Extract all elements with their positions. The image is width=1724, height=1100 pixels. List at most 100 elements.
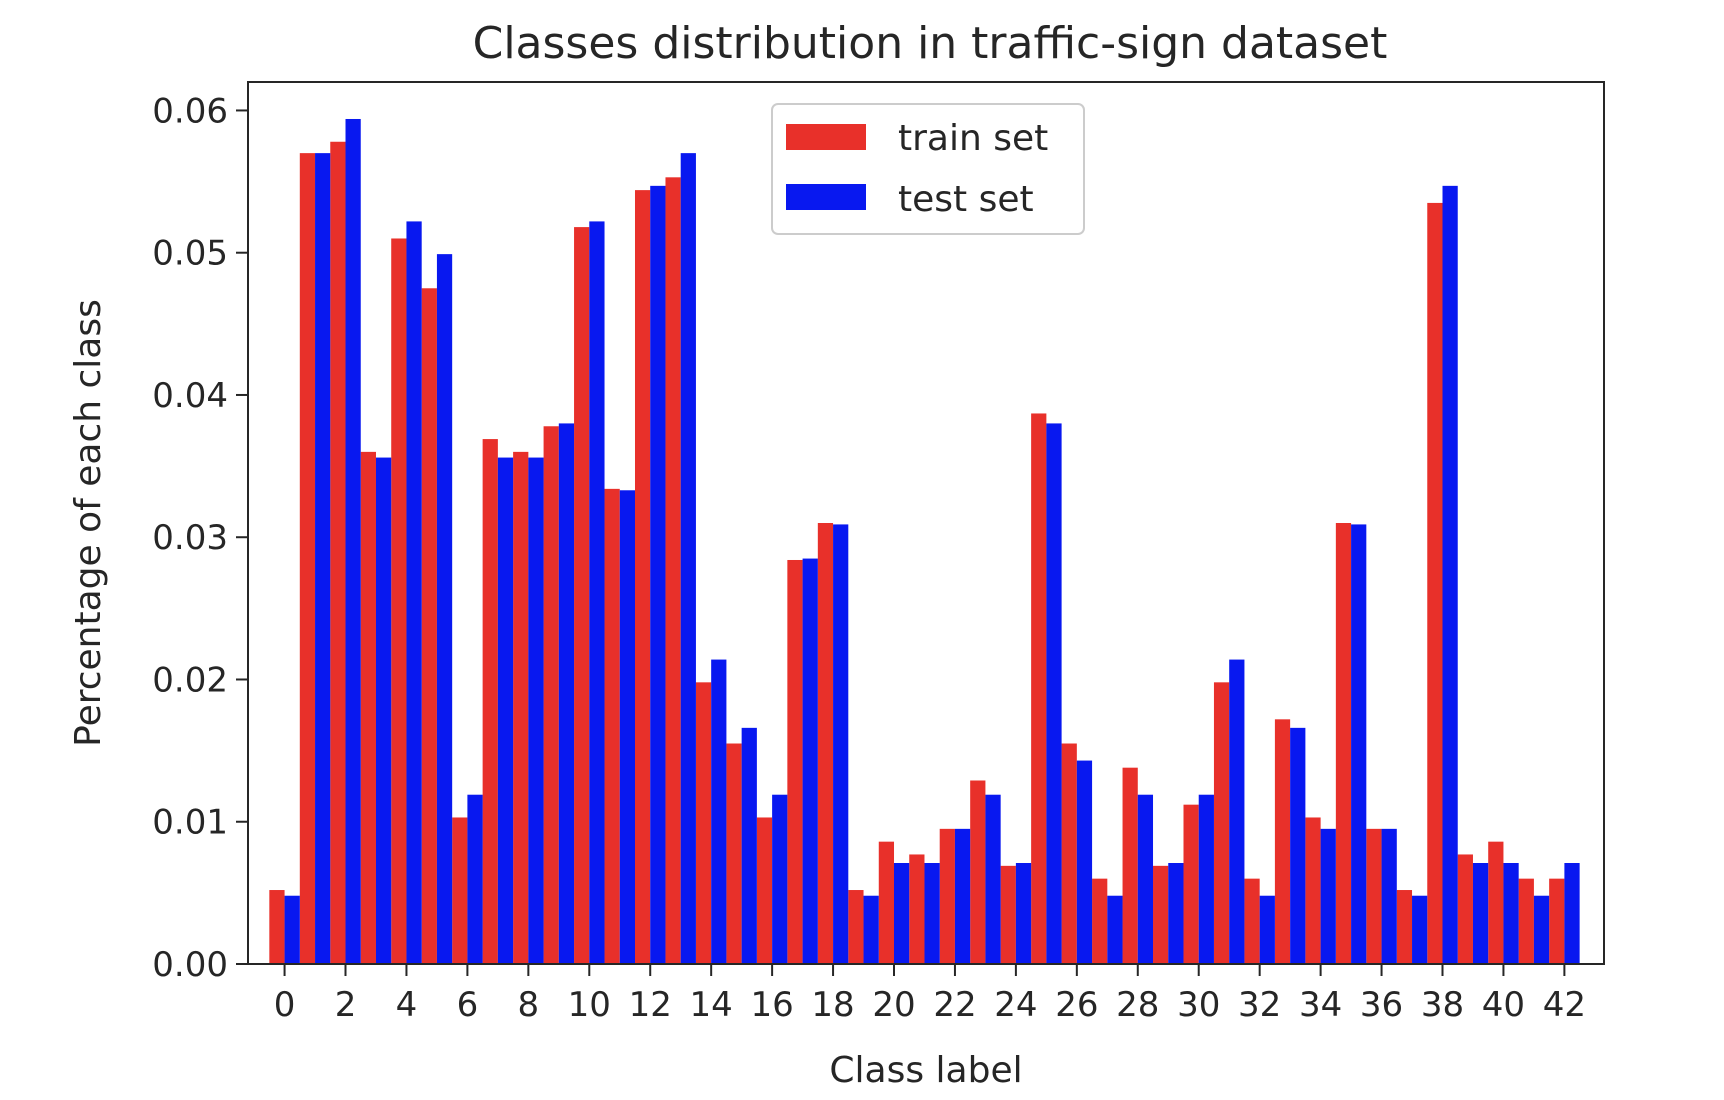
bar-train-set-class-28 <box>1122 767 1138 964</box>
x-tick-label: 22 <box>933 985 976 1025</box>
bar-train-set-class-5 <box>421 288 437 964</box>
bar-test-set-class-12 <box>650 185 666 965</box>
bar-test-set-class-14 <box>711 659 727 964</box>
bar-train-set-class-0 <box>269 890 285 964</box>
bar-test-set-class-41 <box>1533 895 1550 964</box>
x-tick-label: 16 <box>750 985 793 1025</box>
bars-group <box>269 118 1580 965</box>
y-tick-label: 0.05 <box>152 234 228 274</box>
bar-train-set-class-22 <box>939 828 955 964</box>
bar-test-set-class-16 <box>772 794 788 964</box>
plot-frame <box>247 81 1605 965</box>
bar-train-set-class-7 <box>482 439 498 964</box>
legend-swatch-test-set <box>786 184 866 210</box>
y-tick-label: 0.06 <box>152 91 228 131</box>
x-tick-label: 30 <box>1177 985 1220 1025</box>
x-axis: 0 2 4 6 8 10 12 14 16 18 20 22 24 26 28 30 32 34 36 38 40 42 <box>274 964 1586 1025</box>
x-tick-label: 38 <box>1421 985 1464 1025</box>
bar-train-set-class-10 <box>574 227 590 965</box>
bar-train-set-class-4 <box>391 238 407 965</box>
bar-train-set-class-6 <box>452 817 468 964</box>
bar-train-set-class-24 <box>1000 865 1016 964</box>
bar-train-set-class-14 <box>695 682 712 964</box>
y-axis-label: Percentage of each class <box>68 299 109 747</box>
bar-test-set-class-27 <box>1107 895 1123 964</box>
bar-train-set-class-2 <box>330 141 346 964</box>
bar-train-set-class-18 <box>817 523 834 964</box>
bar-train-set-class-25 <box>1031 413 1047 965</box>
bar-test-set-class-23 <box>985 794 1001 964</box>
bar-test-set-class-29 <box>1168 863 1184 964</box>
x-tick-label: 26 <box>1055 985 1098 1025</box>
x-tick-label: 8 <box>518 985 540 1025</box>
x-tick-label: 14 <box>690 985 733 1025</box>
bar-test-set-class-33 <box>1290 727 1306 964</box>
legend-swatch-train-set <box>786 124 866 150</box>
bar-test-set-class-32 <box>1259 895 1275 964</box>
bar-test-set-class-21 <box>924 863 940 964</box>
bar-train-set-class-40 <box>1488 841 1504 964</box>
bar-train-set-class-12 <box>634 190 651 964</box>
bar-test-set-class-5 <box>436 254 453 964</box>
bar-train-set-class-34 <box>1305 817 1321 964</box>
x-tick-label: 4 <box>396 985 418 1025</box>
y-tick-label: 0.02 <box>152 660 228 700</box>
x-tick-label: 34 <box>1299 985 1342 1025</box>
bar-test-set-class-36 <box>1381 828 1397 964</box>
x-tick-label: 28 <box>1116 985 1159 1025</box>
bar-train-set-class-13 <box>665 177 681 964</box>
bar-test-set-class-38 <box>1442 185 1458 965</box>
bar-train-set-class-3 <box>360 451 376 964</box>
bar-train-set-class-32 <box>1244 878 1260 964</box>
x-tick-label: 2 <box>335 985 357 1025</box>
bar-train-set-class-33 <box>1274 719 1291 964</box>
bar-train-set-class-8 <box>513 451 529 964</box>
legend-label-test-set: test set <box>898 179 1034 220</box>
bar-train-set-class-16 <box>756 817 773 964</box>
bar-train-set-class-36 <box>1366 828 1382 964</box>
bar-train-set-class-27 <box>1092 878 1108 964</box>
bar-train-set-class-38 <box>1427 202 1443 965</box>
bar-train-set-class-1 <box>299 153 316 964</box>
bar-test-set-class-40 <box>1503 863 1519 964</box>
bar-test-set-class-39 <box>1472 863 1489 964</box>
bar-train-set-class-30 <box>1183 804 1199 964</box>
x-tick-label: 40 <box>1482 985 1525 1025</box>
bar-train-set-class-41 <box>1518 878 1534 964</box>
bar-test-set-class-26 <box>1076 760 1093 964</box>
bar-test-set-class-3 <box>375 457 392 964</box>
bar-test-set-class-18 <box>833 524 849 964</box>
bar-train-set-class-26 <box>1061 743 1077 964</box>
bar-test-set-class-0 <box>284 895 300 964</box>
bar-test-set-class-15 <box>741 727 757 964</box>
bar-train-set-class-11 <box>604 488 620 964</box>
bar-test-set-class-25 <box>1046 423 1062 964</box>
x-tick-label: 36 <box>1360 985 1403 1025</box>
bar-test-set-class-1 <box>315 153 331 964</box>
bar-train-set-class-31 <box>1213 682 1230 964</box>
y-tick-label: 0.00 <box>152 945 228 985</box>
bar-test-set-class-8 <box>528 457 544 964</box>
x-tick-label: 42 <box>1543 985 1586 1025</box>
bar-train-set-class-42 <box>1549 878 1565 964</box>
bar-test-set-class-10 <box>589 221 605 964</box>
bar-train-set-class-37 <box>1396 890 1413 964</box>
bar-train-set-class-29 <box>1153 865 1169 964</box>
bar-train-set-class-15 <box>726 743 742 964</box>
y-tick-label: 0.04 <box>152 376 228 416</box>
bar-test-set-class-22 <box>954 828 971 964</box>
y-tick-label: 0.03 <box>152 518 228 558</box>
bar-test-set-class-4 <box>406 221 422 964</box>
bar-test-set-class-30 <box>1198 794 1214 964</box>
x-tick-label: 0 <box>274 985 296 1025</box>
bar-test-set-class-11 <box>619 490 635 964</box>
x-tick-label: 18 <box>811 985 854 1025</box>
x-axis-label: Class label <box>829 1050 1022 1091</box>
bar-train-set-class-21 <box>909 854 925 964</box>
bar-train-set-class-23 <box>970 780 986 964</box>
bar-test-set-class-31 <box>1229 659 1245 964</box>
bar-test-set-class-24 <box>1015 863 1032 964</box>
x-tick-label: 6 <box>457 985 479 1025</box>
x-tick-label: 32 <box>1238 985 1281 1025</box>
